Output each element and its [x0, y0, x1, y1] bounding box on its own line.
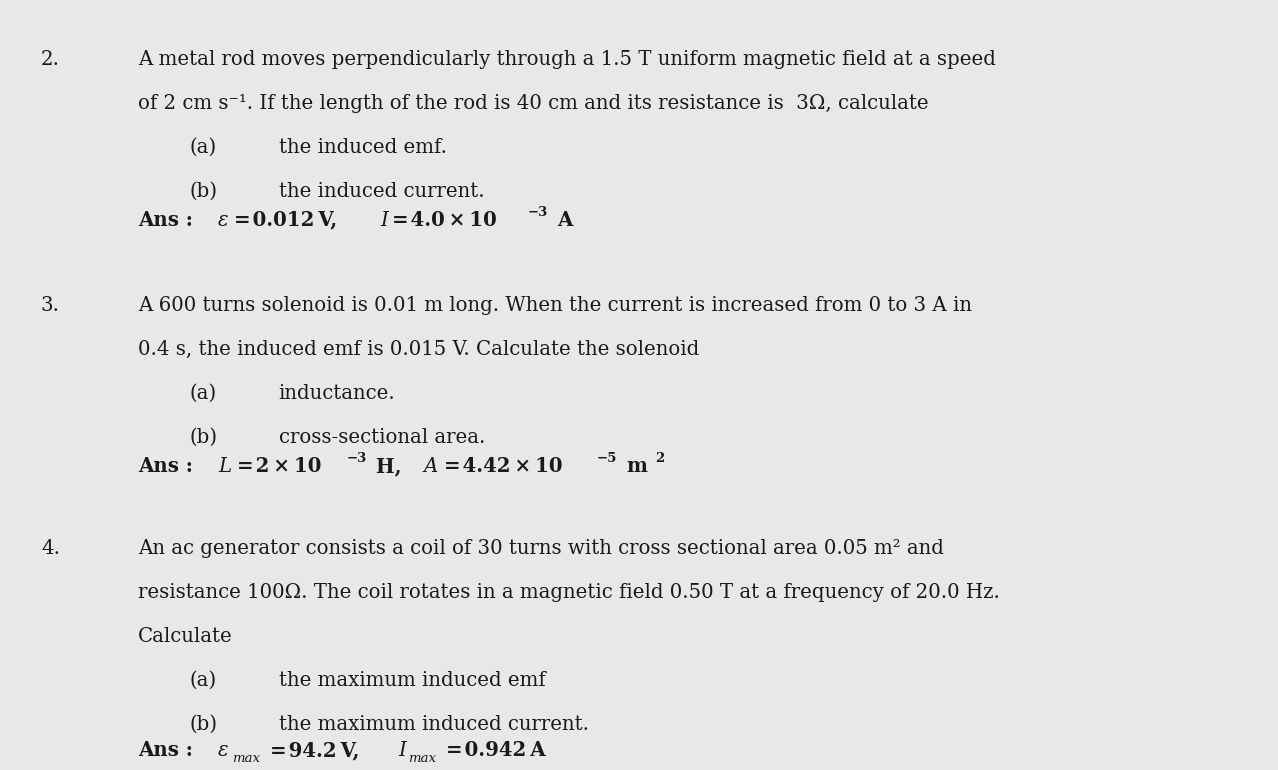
Text: An ac generator consists a coil of 30 turns with cross sectional area 0.05 m² an: An ac generator consists a coil of 30 tu… — [138, 539, 944, 558]
Text: of 2 cm s⁻¹. If the length of the rod is 40 cm and its resistance is  3Ω, calcul: of 2 cm s⁻¹. If the length of the rod is… — [138, 94, 929, 113]
Text: 3.: 3. — [41, 296, 60, 316]
Text: H,: H, — [372, 456, 412, 476]
Text: (a): (a) — [189, 138, 216, 157]
Text: A: A — [553, 209, 574, 229]
Text: = 4.42 × 10: = 4.42 × 10 — [442, 456, 562, 476]
Text: the induced current.: the induced current. — [279, 182, 484, 201]
Text: A: A — [423, 457, 437, 476]
Text: −3: −3 — [346, 452, 367, 465]
Text: (a): (a) — [189, 384, 216, 403]
Text: ε: ε — [217, 742, 229, 760]
Text: −5: −5 — [597, 452, 617, 465]
Text: −3: −3 — [528, 206, 548, 219]
Text: max: max — [231, 752, 259, 765]
Text: = 0.942 A: = 0.942 A — [445, 740, 546, 760]
Text: I: I — [380, 211, 387, 229]
Text: the maximum induced current.: the maximum induced current. — [279, 715, 589, 734]
Text: 0.4 s, the induced emf is 0.015 V. Calculate the solenoid: 0.4 s, the induced emf is 0.015 V. Calcu… — [138, 340, 699, 360]
Text: (b): (b) — [189, 428, 217, 447]
Text: cross-sectional area.: cross-sectional area. — [279, 428, 484, 447]
Text: = 4.0 × 10: = 4.0 × 10 — [390, 209, 497, 229]
Text: = 94.2 V,: = 94.2 V, — [267, 740, 369, 760]
Text: A metal rod moves perpendicularly through a 1.5 T uniform magnetic field at a sp: A metal rod moves perpendicularly throug… — [138, 50, 996, 69]
Text: resistance 100Ω. The coil rotates in a magnetic field 0.50 T at a frequency of 2: resistance 100Ω. The coil rotates in a m… — [138, 583, 999, 602]
Text: the induced emf.: the induced emf. — [279, 138, 446, 157]
Text: L: L — [217, 457, 231, 476]
Text: I: I — [399, 742, 406, 760]
Text: (b): (b) — [189, 715, 217, 734]
Text: = 0.012 V,: = 0.012 V, — [231, 209, 346, 229]
Text: inductance.: inductance. — [279, 384, 395, 403]
Text: (b): (b) — [189, 182, 217, 201]
Text: max: max — [409, 752, 436, 765]
Text: m: m — [624, 456, 648, 476]
Text: ε: ε — [217, 211, 229, 229]
Text: (a): (a) — [189, 671, 216, 690]
Text: Ans :: Ans : — [138, 740, 199, 760]
Text: 2.: 2. — [41, 50, 60, 69]
Text: Ans :: Ans : — [138, 209, 199, 229]
Text: = 2 × 10: = 2 × 10 — [235, 456, 321, 476]
Text: Ans :: Ans : — [138, 456, 199, 476]
Text: 2: 2 — [656, 452, 665, 465]
Text: the maximum induced emf: the maximum induced emf — [279, 671, 546, 690]
Text: 4.: 4. — [41, 539, 60, 558]
Text: Calculate: Calculate — [138, 627, 233, 646]
Text: A 600 turns solenoid is 0.01 m long. When the current is increased from 0 to 3 A: A 600 turns solenoid is 0.01 m long. Whe… — [138, 296, 973, 316]
